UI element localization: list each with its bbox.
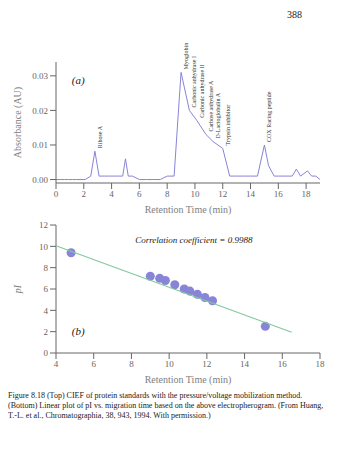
svg-text:pI: pI [12, 284, 23, 294]
svg-text:Myoglobin: Myoglobin [183, 43, 189, 70]
svg-text:14: 14 [246, 189, 256, 199]
svg-text:8: 8 [129, 359, 134, 369]
svg-text:Ribose A: Ribose A [97, 125, 103, 148]
svg-text:18: 18 [302, 189, 312, 199]
svg-text:Retention Time (min): Retention Time (min) [145, 204, 232, 216]
html-text:Figure 8.18 (Top) CIEF of prot: Figure 8.18 (Top) CIEF of protein standa… [8, 391, 324, 420]
svg-text:16: 16 [278, 359, 288, 369]
html-text:Correlation coefficient = 0.99: Correlation coefficient = 0.9988 [135, 235, 253, 246]
svg-text:0.00: 0.00 [32, 175, 48, 185]
svg-text:Carbonic anhydrase I: Carbonic anhydrase I [191, 56, 197, 107]
html-text:(a): (a) [71, 74, 85, 87]
svg-text:0.02: 0.02 [32, 106, 48, 116]
svg-text:10: 10 [190, 189, 200, 199]
svg-text:6: 6 [137, 189, 142, 199]
svg-text:10: 10 [165, 359, 175, 369]
html-text:(b): (b) [71, 324, 85, 337]
svg-text:Absorbance (AU): Absorbance (AU) [12, 87, 24, 158]
svg-text:Carbonic anhydrase II: Carbonic anhydrase II [199, 64, 205, 117]
html-text:388: 388 [287, 9, 302, 20]
svg-text:D-Lactoglobulin A: D-Lactoglobulin A [215, 92, 221, 138]
svg-text:0: 0 [54, 189, 59, 199]
svg-text:0.03: 0.03 [32, 71, 48, 81]
svg-text:COX Racing peptide: COX Racing peptide [266, 91, 272, 142]
svg-text:2: 2 [82, 189, 87, 199]
svg-text:12: 12 [39, 220, 48, 230]
svg-text:2: 2 [44, 327, 49, 337]
svg-text:12: 12 [218, 189, 227, 199]
svg-text:16: 16 [274, 189, 284, 199]
svg-text:4: 4 [109, 189, 114, 199]
svg-text:4: 4 [54, 359, 59, 369]
svg-text:Trypsin inhibitor: Trypsin inhibitor [225, 105, 231, 146]
svg-text:10: 10 [39, 242, 49, 252]
svg-text:14: 14 [240, 359, 250, 369]
svg-text:6: 6 [44, 284, 49, 294]
svg-text:18: 18 [316, 359, 326, 369]
svg-text:0.01: 0.01 [32, 140, 48, 150]
svg-text:4: 4 [44, 306, 49, 316]
svg-text:0: 0 [44, 348, 49, 358]
svg-text:12: 12 [202, 359, 211, 369]
svg-text:Retention Time (min): Retention Time (min) [145, 374, 232, 386]
svg-text:6: 6 [91, 359, 96, 369]
svg-text:Carbose anhydrase A: Carbose anhydrase A [208, 80, 214, 132]
svg-text:8: 8 [44, 263, 49, 273]
svg-text:8: 8 [165, 189, 170, 199]
